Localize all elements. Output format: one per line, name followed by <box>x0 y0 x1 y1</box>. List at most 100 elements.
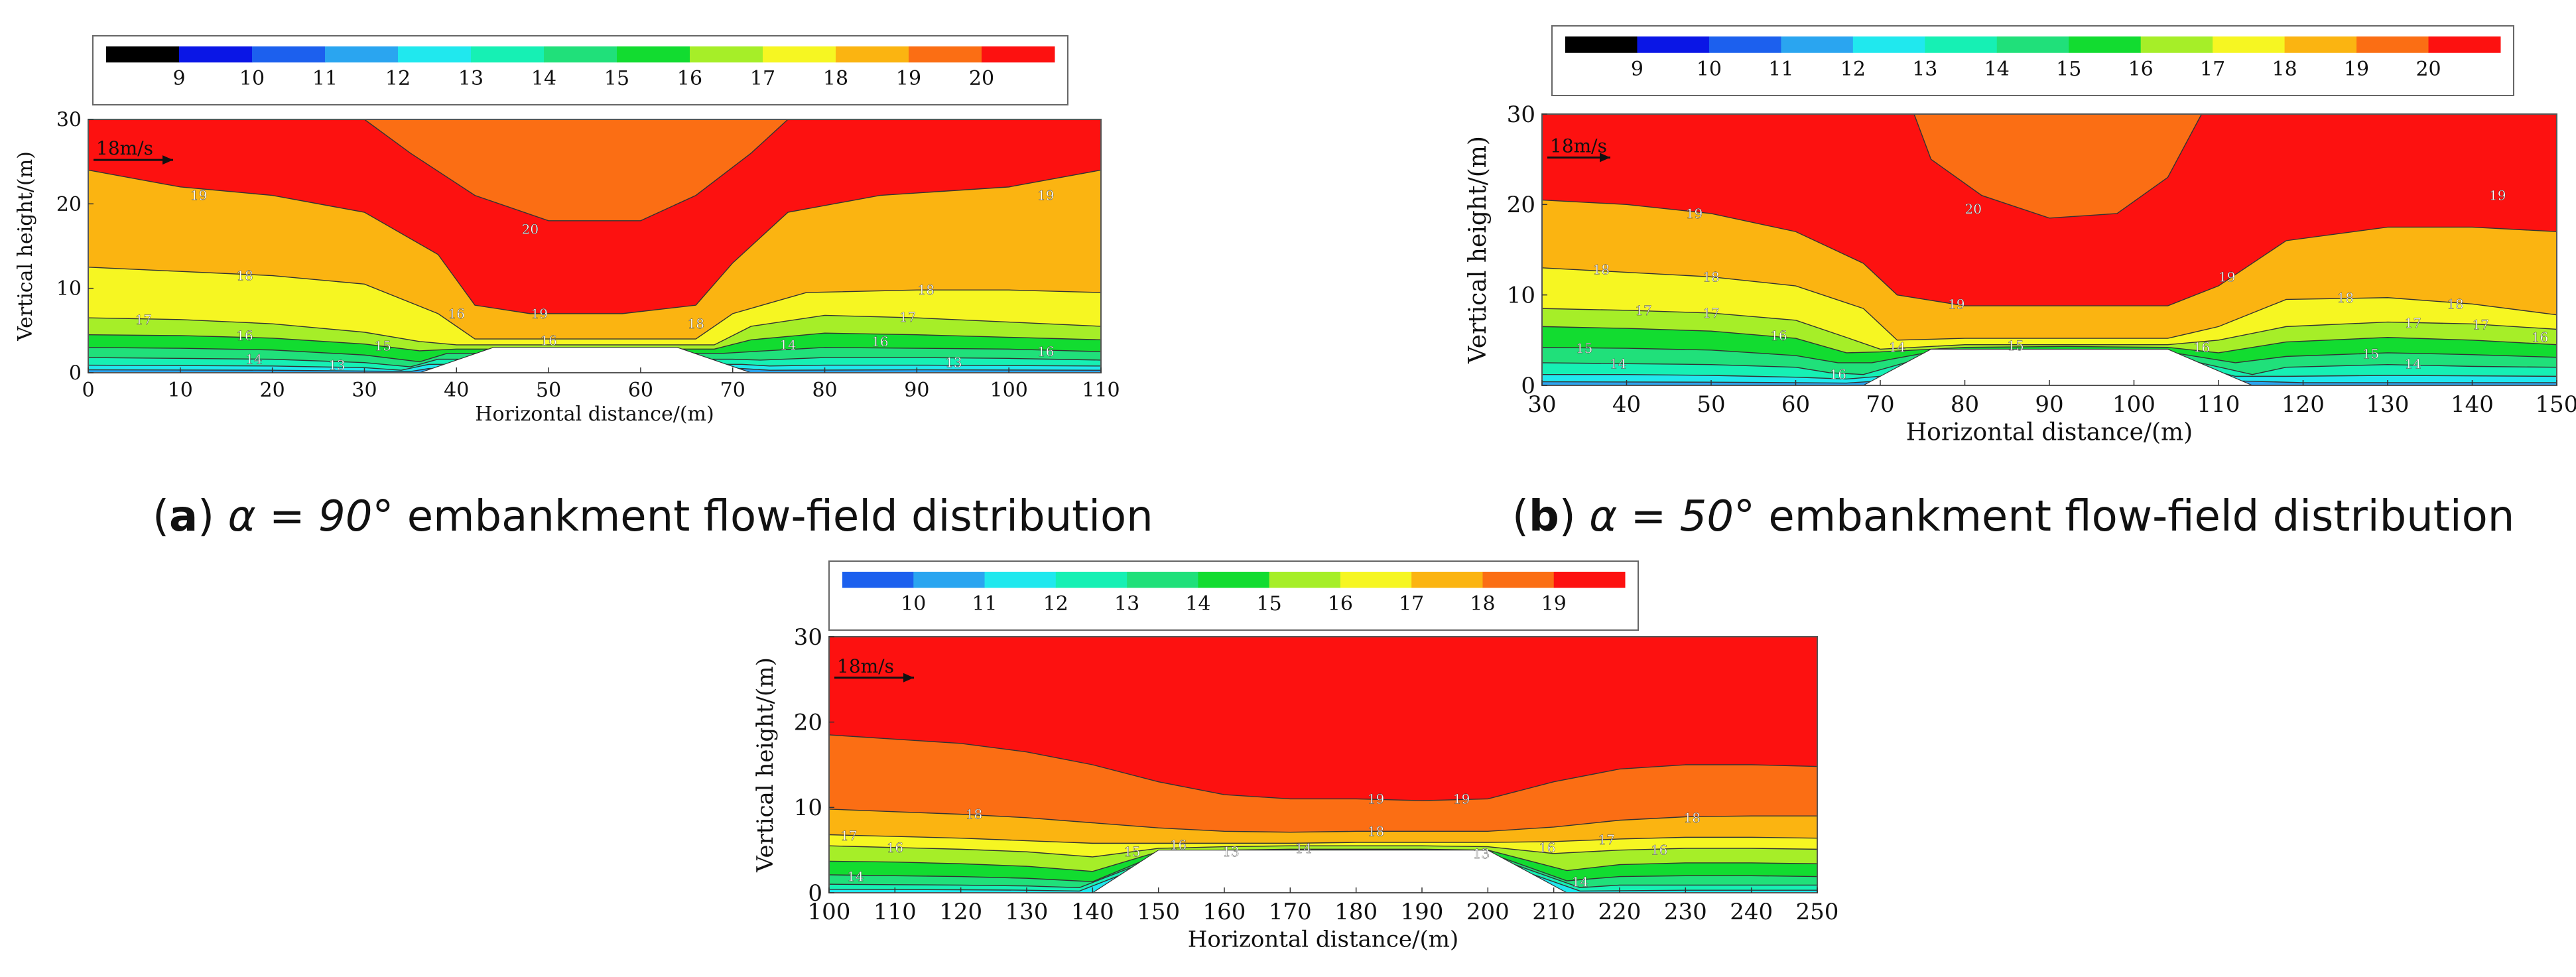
contour-label: 16 <box>1651 842 1667 858</box>
x-tick-label: 120 <box>2282 391 2325 418</box>
y-tick-label: 20 <box>1507 192 1535 218</box>
colorbar-swatch <box>982 46 1055 63</box>
contour-label: 16 <box>1830 367 1846 383</box>
x-tick-label: 50 <box>536 379 561 402</box>
contour-label: 17 <box>1598 832 1614 848</box>
contour-label: 13 <box>328 358 345 373</box>
colorbar-swatch <box>1198 572 1270 588</box>
colorbar-swatch <box>2213 36 2286 53</box>
y-tick-label: 30 <box>56 109 82 132</box>
colorbar-tick-label: 11 <box>312 67 338 90</box>
colorbar-tick-label: 13 <box>1912 58 1937 81</box>
colorbar-a: 9 10 11 12 13 14 15 16 17 18 19 20 <box>92 35 1068 105</box>
colorbar-swatch <box>2069 36 2142 53</box>
wind-arrow-label: 18m/s <box>837 655 894 677</box>
wind-arrow: 18m/s <box>834 655 914 683</box>
plot-frame <box>88 119 1102 373</box>
contour-line-17 <box>1542 308 2557 350</box>
contour-label: 19 <box>1686 206 1703 222</box>
x-tick-label: 140 <box>2451 391 2494 418</box>
colorbar-swatch <box>544 46 617 63</box>
contour-label: 18 <box>2447 296 2463 312</box>
colorbar-tick-label: 17 <box>1399 592 1424 616</box>
colorbar-tick-label: 15 <box>2056 58 2081 81</box>
contour-label: 16 <box>1170 837 1187 853</box>
contour-label: 13 <box>1222 844 1239 860</box>
colorbar-swatch <box>617 46 690 63</box>
colorbar-swatch <box>1055 572 1127 588</box>
y-tick-label: 20 <box>56 193 82 216</box>
colorbar-tick-label: 15 <box>604 67 629 90</box>
wind-arrow: 18m/s <box>94 137 173 165</box>
colorbar-tick-label: 19 <box>1541 592 1567 616</box>
colorbar-tick-label: 9 <box>172 67 185 90</box>
colorbar-b: 9 10 11 12 13 14 15 16 17 18 19 20 <box>1551 25 2514 96</box>
colorbar-swatch <box>1127 572 1198 588</box>
contour-label: 20 <box>522 222 539 237</box>
y-tick-label: 0 <box>1521 373 1535 399</box>
colorbar-tick-label: 18 <box>1470 592 1495 616</box>
contour-label: 16 <box>1539 840 1555 856</box>
colorbar-swatch <box>1996 36 2069 53</box>
colorbar-tick-label: 10 <box>901 592 926 616</box>
x-tick-label: 100 <box>808 899 851 925</box>
x-tick-label: 140 <box>1071 899 1114 925</box>
contour-label: 19 <box>2219 269 2235 285</box>
contour-line-16 <box>1542 326 2557 354</box>
x-tick-label: 80 <box>1951 391 1979 418</box>
x-tick-label: 100 <box>2112 391 2156 418</box>
region-below-20 <box>364 119 789 221</box>
colorbar-tick-label: 14 <box>1185 592 1210 616</box>
x-tick-label: 20 <box>260 379 285 402</box>
colorbar-tick-label: 9 <box>1631 58 1643 81</box>
contour-label: 17 <box>1635 302 1651 318</box>
colorbar-swatch <box>909 46 982 63</box>
colorbar-tick-label: 12 <box>385 67 411 90</box>
x-tick-label: 30 <box>352 379 377 402</box>
y-axis-label: Vertical height/(m) <box>1464 136 1492 364</box>
contour-line-16 <box>829 845 1817 858</box>
contour-label: 16 <box>871 334 888 350</box>
colorbar-swatch <box>1482 572 1555 588</box>
contour-label: 16 <box>2193 340 2210 356</box>
contour-line-20 <box>364 119 789 222</box>
contour-label: 19 <box>1368 791 1384 807</box>
x-axis-label: Horizontal distance/(m) <box>475 403 714 426</box>
contour-line-18 <box>1542 267 2557 341</box>
colorbar-swatch <box>2140 36 2213 53</box>
y-tick-label: 0 <box>808 880 822 907</box>
y-tick-label: 10 <box>794 795 822 821</box>
contour-line-20 <box>1913 114 2203 219</box>
x-tick-label: 120 <box>939 899 982 925</box>
colorbar-swatch <box>398 46 472 63</box>
x-tick-label: 90 <box>904 379 929 402</box>
contour-label: 13 <box>1473 846 1490 862</box>
contour-label: 17 <box>2405 315 2421 331</box>
contour-label: 13 <box>945 355 962 371</box>
contour-label: 15 <box>1576 340 1592 356</box>
x-tick-label: 110 <box>873 899 917 925</box>
colorbar-swatch <box>1852 36 1925 53</box>
x-tick-label: 180 <box>1334 899 1378 925</box>
wind-arrow-head <box>1600 153 1610 163</box>
x-tick-label: 0 <box>82 379 94 402</box>
x-tick-label: 150 <box>1137 899 1180 925</box>
colorbar-tick-label: 20 <box>2415 58 2441 81</box>
colorbar-tick-label: 16 <box>677 67 702 90</box>
colorbar-swatch <box>1553 572 1626 588</box>
wind-arrow-label: 18m/s <box>1550 135 1607 157</box>
x-tick-label: 190 <box>1401 899 1444 925</box>
contour-label: 15 <box>2007 338 2024 354</box>
caption-b-letter: b <box>1529 492 1559 541</box>
x-tick-label: 230 <box>1664 899 1707 925</box>
colorbar-swatch <box>913 572 986 588</box>
x-tick-label: 70 <box>1866 391 1894 418</box>
contour-label: 17 <box>1703 305 1719 321</box>
contour-label: 14 <box>1889 340 1905 356</box>
wind-arrow-head <box>162 155 173 165</box>
x-tick-label: 40 <box>444 379 469 402</box>
x-tick-label: 100 <box>990 379 1028 402</box>
